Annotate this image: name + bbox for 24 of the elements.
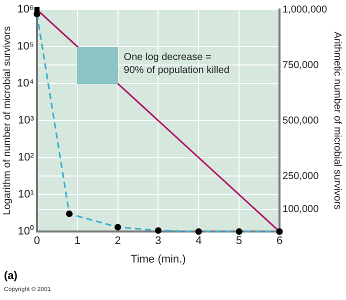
text: (a) (4, 270, 18, 282)
y2-tick-label: 750,000 (282, 60, 320, 71)
y2-tick-label: 500,000 (282, 115, 320, 126)
y2-tick-label: 250,000 (282, 170, 320, 182)
x-tick-label: 0 (34, 235, 40, 248)
y-tick-label: 10⁵ (17, 40, 34, 53)
x-tick-label: 4 (196, 235, 202, 248)
x-tick-label: 5 (236, 235, 242, 248)
x-tick-label: 1 (74, 235, 80, 248)
y2-axis-title: Arithmetic number of microbial survivors (331, 32, 342, 210)
y-tick-label: 10¹ (18, 188, 34, 201)
x-axis-title: Time (min.) (130, 253, 186, 266)
y2-tick-label: 100,000 (282, 204, 320, 216)
y-tick-label: 10³ (18, 114, 34, 127)
y2-tick-label: 1,000,000 (282, 4, 328, 16)
y-tick-label: 10⁶ (17, 4, 34, 16)
annotation: One log decrease = 90% of population killed (124, 50, 230, 77)
y-tick-label: 10⁴ (16, 78, 34, 90)
x-tick-label: 6 (276, 235, 283, 248)
x-tick-label: 3 (155, 235, 162, 248)
y-axis-title: Logarithm of number of microbial survivors (2, 26, 13, 216)
y-tick-label: 10⁰ (18, 224, 34, 238)
x-tick-label: 2 (114, 235, 121, 248)
y-tick-label: 10² (18, 152, 34, 164)
